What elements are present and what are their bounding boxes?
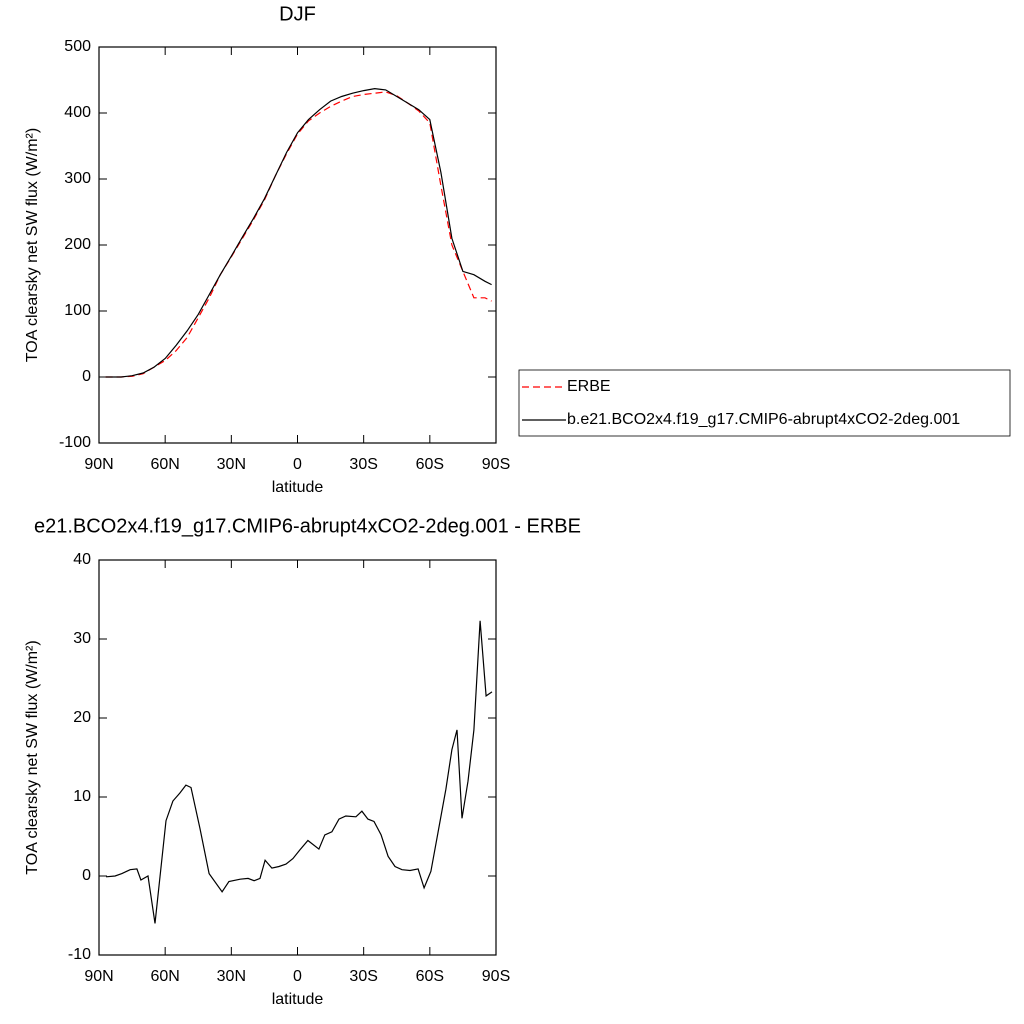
- y-tick-label: 200: [64, 236, 91, 253]
- y-tick-label: 100: [64, 302, 91, 319]
- y-tick-label: 400: [64, 104, 91, 121]
- series-line: [106, 620, 493, 924]
- series-line: [105, 91, 492, 378]
- y-tick-label: 300: [64, 170, 91, 187]
- x-tick-label: 30S: [349, 968, 377, 985]
- x-tick-label: 30N: [217, 456, 246, 473]
- x-axis-label: latitude: [272, 479, 324, 496]
- y-tick-label: 10: [73, 788, 91, 805]
- x-tick-label: 30S: [349, 456, 377, 473]
- y-tick-label: 20: [73, 709, 91, 726]
- x-tick-label: 60N: [150, 968, 179, 985]
- x-tick-label: 90N: [84, 456, 113, 473]
- x-tick-label: 0: [293, 968, 302, 985]
- x-tick-label: 60N: [150, 456, 179, 473]
- plot-frame: [98, 46, 497, 444]
- chart-title: e21.BCO2x4.f19_g17.CMIP6-abrupt4xCO2-2de…: [34, 515, 581, 537]
- y-tick-label: -100: [59, 434, 91, 451]
- x-tick-label: 90S: [482, 456, 510, 473]
- x-tick-label: 30N: [217, 968, 246, 985]
- y-axis-label: TOA clearsky net SW flux (W/m²): [24, 128, 41, 362]
- y-tick-label: 0: [82, 368, 91, 385]
- y-tick-label: 0: [82, 867, 91, 884]
- y-tick-label: 40: [73, 551, 91, 568]
- y-axis-label: TOA clearsky net SW flux (W/m²): [24, 640, 41, 874]
- x-tick-label: 90S: [482, 968, 510, 985]
- chart-title: DJF: [279, 3, 316, 25]
- y-tick-label: 500: [64, 38, 91, 55]
- series-line: [105, 87, 492, 378]
- legend-label: ERBE: [567, 378, 611, 395]
- x-tick-label: 60S: [416, 456, 444, 473]
- x-tick-label: 60S: [416, 968, 444, 985]
- legend-label: b.e21.BCO2x4.f19_g17.CMIP6-abrupt4xCO2-2…: [567, 411, 960, 428]
- x-tick-label: 90N: [84, 968, 113, 985]
- x-tick-label: 0: [293, 456, 302, 473]
- y-tick-label: 30: [73, 630, 91, 647]
- y-tick-label: -10: [68, 946, 91, 963]
- x-axis-label: latitude: [272, 991, 324, 1008]
- legend-box: [518, 369, 1011, 437]
